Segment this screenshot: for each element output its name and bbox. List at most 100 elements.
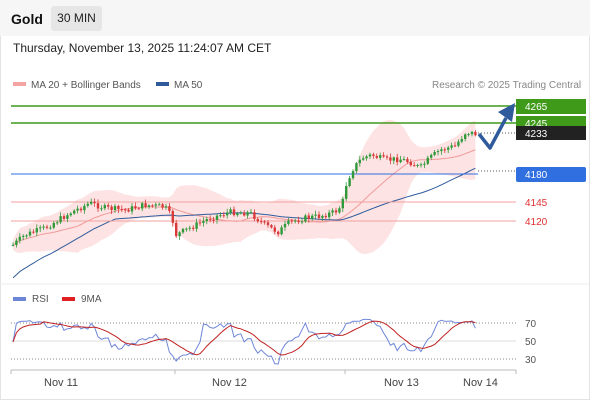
- forecast-arrowhead-icon: [498, 103, 515, 122]
- candle-body: [416, 165, 419, 167]
- chart-credit: Research © 2025 Trading Central: [432, 80, 582, 91]
- level-label-4145: 4145: [525, 198, 548, 209]
- level-label-4265: 4265: [525, 102, 548, 113]
- candle-body: [253, 212, 256, 219]
- candle-body: [277, 231, 280, 235]
- candle-body: [59, 216, 62, 223]
- candle-body: [260, 221, 263, 223]
- candle-body: [385, 156, 389, 158]
- candle-body: [331, 210, 334, 213]
- candle-body: [375, 155, 378, 158]
- candle-body: [430, 154, 433, 158]
- candle-body: [56, 222, 59, 224]
- candle-body: [419, 164, 423, 166]
- candle-body: [188, 227, 191, 229]
- candle-body: [35, 228, 38, 233]
- candle-body: [96, 203, 100, 209]
- candle-body: [266, 222, 270, 226]
- candle-body: [365, 156, 368, 159]
- candle-body: [311, 215, 314, 219]
- candle-body: [413, 165, 416, 167]
- candle-body: [379, 155, 382, 158]
- candle-body: [76, 208, 79, 211]
- ma20-line: [12, 149, 476, 246]
- candle-body: [226, 212, 229, 216]
- candle-body: [144, 203, 147, 208]
- candle-body: [348, 178, 351, 187]
- candle-body: [137, 208, 140, 210]
- candle-body: [297, 220, 300, 223]
- candle-body: [239, 212, 242, 214]
- candle-body: [232, 209, 236, 216]
- candle-body: [324, 215, 327, 218]
- candle-body: [447, 147, 450, 150]
- chart-datetime: Thursday, November 13, 2025 11:24:07 AM …: [13, 41, 272, 55]
- candle-body: [124, 209, 127, 211]
- candle-body: [307, 215, 310, 219]
- candle-body: [209, 219, 212, 221]
- forecast-arrow: [477, 117, 508, 150]
- candle-body: [69, 213, 72, 216]
- chart-header: Gold 30 MIN: [0, 0, 590, 36]
- candle-body: [263, 221, 266, 223]
- level-label-bg-4180: [516, 167, 586, 182]
- candle-body: [396, 157, 399, 163]
- timeframe-button[interactable]: 30 MIN: [51, 6, 102, 31]
- candle-body: [453, 145, 457, 147]
- level-label-bg-4265: [516, 99, 586, 114]
- candle-body: [192, 227, 195, 229]
- candle-body: [117, 206, 120, 209]
- rsi-tick-30: 30: [525, 355, 537, 366]
- candle-body: [229, 209, 232, 213]
- candle-body: [273, 227, 276, 232]
- candle-body: [334, 210, 338, 213]
- candle-body: [341, 198, 344, 209]
- candle-body: [368, 154, 372, 157]
- candle-body: [280, 227, 283, 235]
- x-label-nov12: Nov 12: [212, 377, 247, 389]
- rsi-legend-label: RSI: [32, 294, 49, 305]
- candle-body: [175, 222, 178, 237]
- level-label-bg-4233: [516, 126, 586, 140]
- candle-body: [42, 226, 45, 228]
- candle-body: [246, 212, 249, 216]
- candle-body: [62, 216, 66, 219]
- candle-body: [450, 145, 453, 148]
- candle-body: [25, 235, 28, 237]
- candle-body: [100, 208, 103, 210]
- candle-body: [287, 220, 290, 224]
- candle-body: [66, 215, 69, 219]
- candle-body: [141, 203, 144, 209]
- candle-body: [399, 159, 402, 163]
- legend-ma50: MA 50: [156, 80, 202, 91]
- candle-body: [304, 215, 307, 222]
- level-label-4245: 4245: [525, 119, 548, 130]
- candlesticks: [11, 129, 477, 248]
- candle-body: [338, 208, 341, 213]
- level-label-4180: 4180: [525, 170, 548, 181]
- candle-body: [154, 204, 157, 206]
- candle-body: [113, 206, 117, 211]
- rsi-legend-swatch-icon: [13, 297, 26, 301]
- rsi-tick-70: 70: [525, 319, 537, 330]
- candle-body: [300, 221, 304, 223]
- ma50-swatch-icon: [156, 82, 169, 87]
- candle-body: [467, 134, 470, 136]
- candle-body: [457, 141, 460, 146]
- candle-body: [202, 221, 205, 223]
- candle-body: [392, 157, 395, 161]
- candle-body: [443, 149, 446, 151]
- candle-body: [290, 220, 293, 222]
- candle-body: [79, 208, 83, 211]
- candle-body: [15, 240, 18, 245]
- candle-body: [317, 214, 321, 218]
- candle-body: [314, 214, 317, 216]
- legend-ma20: MA 20 + Bollinger Bands: [13, 80, 141, 91]
- x-label-nov14: Nov 14: [463, 377, 498, 389]
- candle-body: [90, 201, 93, 204]
- candle-body: [198, 222, 202, 224]
- candle-body: [212, 219, 215, 221]
- candle-body: [243, 212, 246, 216]
- candle-body: [426, 157, 429, 164]
- candle-body: [389, 157, 392, 161]
